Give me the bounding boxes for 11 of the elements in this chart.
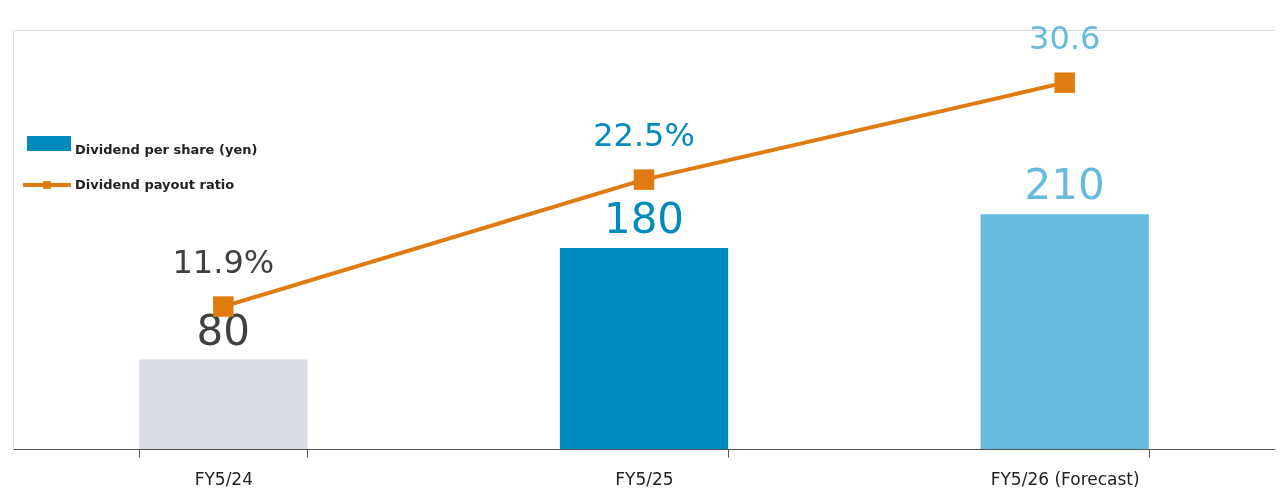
data-label: 22.5% <box>593 115 695 154</box>
legend-label: Dividend payout ratio <box>75 177 235 192</box>
x-tick-label: FY5/25 <box>615 468 674 489</box>
data-label: 180 <box>603 193 685 243</box>
x-tick-label: FY5/24 <box>194 468 254 489</box>
x-tick-label: FY5/26 (Forecast) <box>990 468 1140 489</box>
data-label: 80 <box>196 305 251 355</box>
data-label: 11.9% <box>172 242 275 281</box>
data-label: 30.6 <box>1029 18 1101 57</box>
data-label: 210 <box>1024 160 1105 210</box>
legend-label: Dividend per share (yen) <box>75 142 258 157</box>
